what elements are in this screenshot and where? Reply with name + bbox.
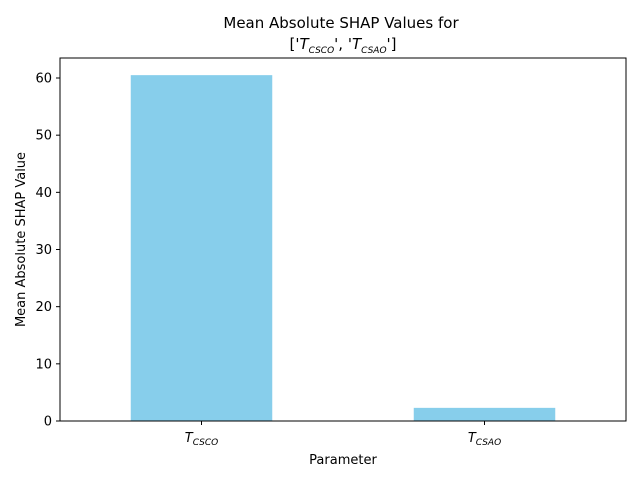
y-axis-ticks: 0 10 20 30 40 50 60 [35, 72, 60, 430]
y-tick-label: 10 [35, 357, 52, 372]
y-tick-label: 30 [35, 243, 52, 258]
chart-title-line-1: Mean Absolute SHAP Values for [223, 14, 459, 32]
x-axis-ticks: TCSCO TCSAO [185, 421, 501, 448]
bars-group [130, 75, 556, 422]
x-tick-label-csco: TCSCO [185, 431, 219, 448]
x-axis-label: Parameter [309, 453, 377, 468]
chart-title-line-2: ['TCSCO', 'TCSAO'] [289, 35, 396, 56]
title-second-param-main: T [352, 35, 363, 53]
title-bracket-open: [' [289, 35, 299, 53]
y-tick-label: 60 [35, 72, 52, 87]
x-tick-label-csao: TCSAO [468, 431, 501, 448]
y-tick-label: 50 [35, 129, 52, 144]
y-tick-label: 40 [35, 186, 52, 201]
title-second-param-sub: CSAO [361, 46, 386, 56]
y-tick-label: 20 [35, 300, 52, 315]
plot-area-frame [59, 57, 627, 422]
title-first-param-sub: CSCO [309, 46, 335, 56]
title-first-param-main: T [299, 35, 310, 53]
bar-csao [413, 407, 556, 421]
title-separator: ', ' [334, 35, 352, 53]
title-bracket-close: '] [387, 35, 397, 53]
y-axis-label: Mean Absolute SHAP Value [14, 152, 29, 327]
chart-title: Mean Absolute SHAP Values for ['TCSCO', … [223, 14, 459, 56]
y-tick-label: 0 [44, 415, 52, 430]
bar-csco [130, 75, 273, 422]
